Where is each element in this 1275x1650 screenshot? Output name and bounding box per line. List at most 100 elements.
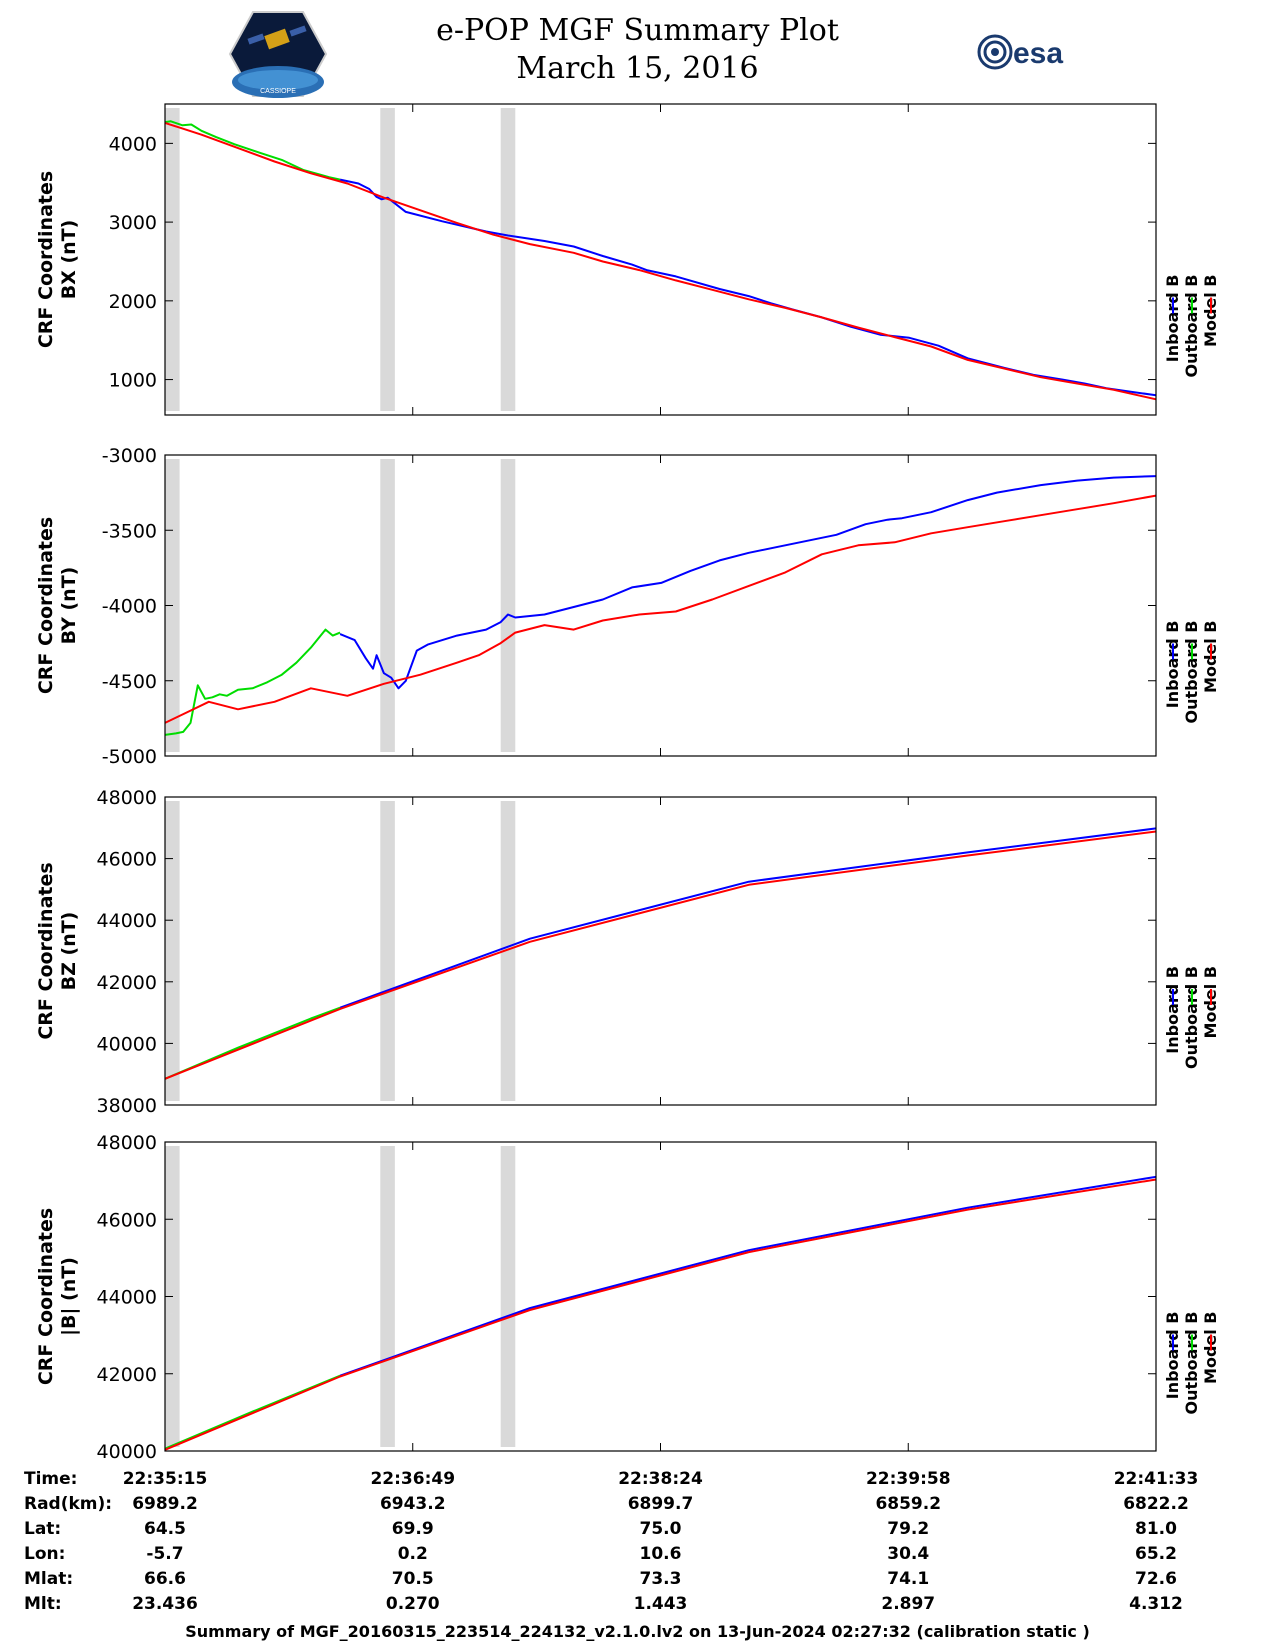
y-tick-label: -4000	[102, 596, 157, 618]
esa-logo-text: esa	[1013, 37, 1063, 70]
orbit-row-value: 2.897	[881, 1594, 935, 1614]
orbit-row-value: 6822.2	[1123, 1494, 1189, 1514]
orbit-row-label: Lat:	[24, 1519, 61, 1539]
orbit-row-value: 0.2	[398, 1544, 428, 1564]
data-gap-band	[500, 1146, 516, 1447]
y-tick-label: 38000	[97, 1095, 157, 1117]
y-tick-label: 42000	[97, 972, 157, 994]
data-gap-band	[165, 801, 180, 1101]
orbit-row-value: 73.3	[640, 1569, 682, 1589]
plot-date: March 15, 2016	[516, 51, 759, 86]
orbit-row-value: 22:41:33	[1114, 1469, 1199, 1489]
y-tick-label: 44000	[97, 1287, 157, 1309]
cassiope-logo-text: CASSIOPE	[260, 88, 296, 95]
orbit-row-value: 6989.2	[132, 1494, 198, 1514]
legend-label: Outboard B	[1182, 966, 1201, 1069]
series-line-inboard-b	[339, 178, 1157, 397]
series-line-outboard-b	[164, 120, 341, 181]
legend-label: Outboard B	[1182, 1312, 1201, 1415]
y-tick-label: 46000	[97, 1209, 157, 1231]
y-axis-label: BZ (nT)	[58, 912, 80, 991]
series-line-inboard-b	[339, 475, 1157, 690]
orbit-row-value: 72.6	[1135, 1569, 1177, 1589]
legend-label: Inboard B	[1163, 966, 1182, 1054]
legend-label: Inboard B	[1163, 621, 1182, 709]
data-gap-band	[165, 108, 180, 411]
series-line-inboard-b	[339, 827, 1157, 1009]
cassiope-mission-logo: CASSIOPE	[228, 11, 328, 98]
legend-label: Inboard B	[1163, 1312, 1182, 1400]
y-axis-label: CRF Coordinates	[35, 862, 57, 1039]
legend-label: Outboard B	[1182, 621, 1201, 724]
y-tick-label: -3500	[102, 520, 157, 542]
data-gap-band	[380, 459, 395, 752]
orbit-row-value: 6859.2	[875, 1494, 941, 1514]
y-axis-label: BY (nT)	[58, 567, 80, 645]
plot-title: e-POP MGF Summary Plot	[436, 13, 839, 48]
orbit-row-value: 10.6	[640, 1544, 682, 1564]
orbit-row-value: 22:38:24	[618, 1469, 703, 1489]
series-line-model-b	[164, 494, 1157, 724]
orbit-row-label: Rad(km):	[24, 1494, 112, 1514]
series-line-inboard-b	[339, 1175, 1157, 1377]
series-line-outboard-b	[164, 628, 341, 736]
y-tick-label: 48000	[97, 1132, 157, 1154]
orbit-row-value: 69.9	[392, 1519, 434, 1539]
orbit-row-value: 0.270	[386, 1594, 440, 1614]
orbit-row-value: 30.4	[887, 1544, 929, 1564]
orbit-row-value: 74.1	[887, 1569, 929, 1589]
y-tick-label: 48000	[97, 787, 157, 809]
data-gap-band	[380, 801, 395, 1101]
orbit-row-label: Time:	[24, 1469, 77, 1489]
orbit-row-value: 79.2	[887, 1519, 929, 1539]
orbit-row-value: 22:35:15	[123, 1469, 208, 1489]
y-axis-label: CRF Coordinates	[35, 1208, 57, 1385]
y-tick-label: 4000	[109, 133, 157, 155]
data-gap-band	[500, 108, 516, 411]
series-line-model-b	[164, 830, 1157, 1080]
summary-footer: Summary of MGF_20160315_223514_224132_v2…	[185, 1622, 1090, 1641]
y-tick-label: 3000	[109, 212, 157, 234]
orbit-row-value: 66.6	[144, 1569, 186, 1589]
y-tick-label: 1000	[109, 370, 157, 392]
esa-logo: esa	[977, 34, 1063, 70]
data-gap-band	[500, 459, 516, 752]
orbit-row-value: -5.7	[146, 1544, 183, 1564]
panel-frame	[164, 454, 1157, 757]
orbit-row-value: 4.312	[1129, 1594, 1183, 1614]
data-gap-band	[380, 108, 395, 411]
orbit-row-value: 22:39:58	[866, 1469, 951, 1489]
y-axis-label: CRF Coordinates	[35, 517, 57, 694]
y-tick-label: 44000	[97, 910, 157, 932]
panel-frame	[164, 796, 1157, 1106]
series-line-model-b	[164, 1178, 1157, 1451]
orbit-row-value: 1.443	[634, 1594, 688, 1614]
orbit-row-label: Mlat:	[24, 1569, 73, 1589]
orbit-row-value: 6899.7	[628, 1494, 694, 1514]
orbit-row-value: 70.5	[392, 1569, 434, 1589]
panel-frame	[164, 1141, 1157, 1452]
orbit-row-value: 81.0	[1135, 1519, 1177, 1539]
legend-label: Outboard B	[1182, 275, 1201, 378]
orbit-row-label: Lon:	[24, 1544, 65, 1564]
y-tick-label: -5000	[102, 746, 157, 768]
orbit-row-value: 65.2	[1135, 1544, 1177, 1564]
y-tick-label: 40000	[97, 1033, 157, 1055]
y-tick-label: -4500	[102, 671, 157, 693]
y-axis-label: BX (nT)	[58, 220, 80, 300]
series-line-model-b	[164, 121, 1157, 401]
y-axis-label: |B| (nT)	[58, 1257, 80, 1336]
legend-label: Inboard B	[1163, 275, 1182, 363]
data-gap-band	[500, 801, 516, 1101]
y-tick-label: 40000	[97, 1441, 157, 1463]
orbit-row-value: 23.436	[132, 1594, 198, 1614]
orbit-row-value: 64.5	[144, 1519, 186, 1539]
y-tick-label: -3000	[102, 445, 157, 467]
y-tick-label: 2000	[109, 291, 157, 313]
orbit-row-value: 6943.2	[380, 1494, 446, 1514]
orbit-row-label: Mlt:	[24, 1594, 62, 1614]
y-tick-label: 42000	[97, 1364, 157, 1386]
orbit-row-value: 22:36:49	[370, 1469, 455, 1489]
orbit-row-value: 75.0	[640, 1519, 682, 1539]
